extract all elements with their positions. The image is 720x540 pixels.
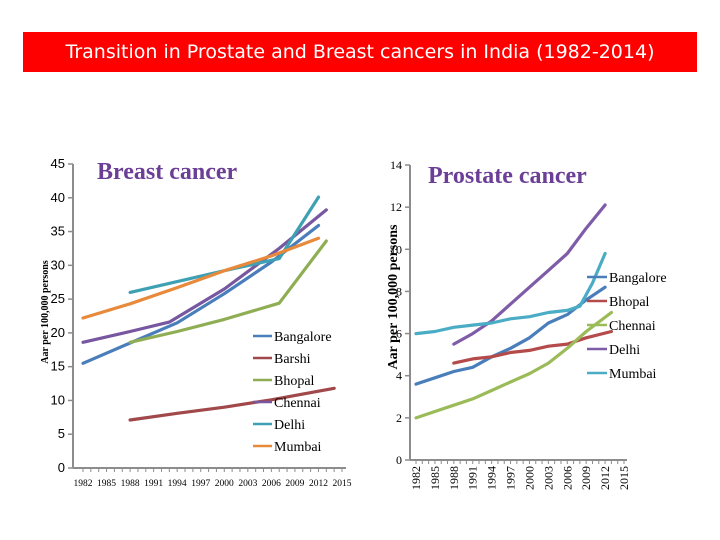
prostate-cancer-chart: 0 2 4 6 8 10 12 14 1982 1985 1988 1991 1994 1997 2000 2…: [386, 158, 667, 490]
legend-label-bangalore: Bangalore: [609, 271, 667, 286]
series-line-bhopal: [128, 239, 328, 344]
x-tick-label: 1991: [144, 479, 163, 489]
x-tick-label: 2000: [215, 479, 234, 489]
breast-cancer-chart: 0 5 10 15 20 25 30 35 40 45 1982 1985 1988 1991 1994 19…: [40, 156, 352, 489]
legend-label-bhopal: Bhopal: [609, 295, 650, 310]
y-tick-label: 0: [396, 453, 402, 467]
chart-title: Breast cancer: [97, 159, 238, 185]
y-tick-label: 45: [51, 156, 65, 171]
series-line-mumbai: [414, 251, 607, 336]
series-line-chennai: [81, 208, 328, 344]
y-tick-label: 10: [51, 392, 65, 407]
x-tick-label: 1985: [97, 479, 116, 489]
legend-label-bhopal: Bhopal: [274, 374, 315, 389]
y-tick-label: 20: [51, 325, 65, 340]
series-line-mumbai: [81, 236, 321, 320]
x-tick-label: 1985: [428, 466, 442, 490]
page-title: Transition in Prostate and Breast cancer…: [65, 41, 655, 63]
x-tick-label: 1994: [485, 466, 499, 490]
x-tick-label: 2015: [333, 479, 352, 489]
x-tick-label: 1991: [466, 466, 480, 490]
x-tick-label: 1982: [409, 466, 423, 490]
y-tick-label: 15: [51, 359, 65, 374]
x-tick-label: 2003: [541, 466, 555, 490]
x-tick-label: 2000: [522, 466, 536, 490]
y-tick-label: 4: [396, 369, 402, 383]
y-tick-label: 6: [396, 327, 402, 341]
series-line-chennai: [414, 310, 613, 420]
legend-label-bangalore: Bangalore: [274, 330, 332, 345]
legend-label-chennai: Chennai: [609, 319, 656, 334]
x-tick-label: 2012: [309, 479, 328, 489]
y-tick-label: 8: [396, 284, 402, 298]
legend-label-delhi: Delhi: [609, 343, 640, 358]
x-tick-label: 1988: [447, 466, 461, 490]
legend-label-mumbai: Mumbai: [609, 367, 657, 382]
x-tick-label: 2015: [617, 466, 631, 490]
x-tick-label: 1994: [168, 479, 187, 489]
page-title-banner: Transition in Prostate and Breast cancer…: [23, 32, 697, 72]
x-tick-label: 2003: [238, 479, 257, 489]
y-tick-label: 40: [51, 190, 65, 205]
x-tick-label: 1997: [504, 466, 518, 490]
y-tick-label: 10: [390, 242, 402, 256]
y-axis-label: Aar per 100,000 persons: [386, 224, 401, 369]
y-tick-label: 5: [58, 426, 65, 441]
legend-label-chennai: Chennai: [274, 396, 321, 411]
y-tick-label: 2: [396, 411, 402, 425]
x-tick-label: 1988: [121, 479, 140, 489]
x-tick-label: 2012: [598, 466, 612, 490]
y-axis-label: Aar per 100,000 persons: [40, 260, 51, 364]
legend-label-barshi: Barshi: [274, 352, 311, 367]
x-tick-label: 1982: [74, 479, 93, 489]
x-tick-label: 2009: [579, 466, 593, 490]
x-tick-label: 2009: [285, 479, 304, 489]
y-tick-label: 35: [51, 224, 65, 239]
y-tick-label: 25: [51, 291, 65, 306]
y-tick-label: 0: [58, 460, 65, 475]
legend-label-delhi: Delhi: [274, 418, 305, 433]
y-tick-label: 30: [51, 257, 65, 272]
x-tick-label: 2006: [262, 479, 281, 489]
series-line-delhi: [452, 203, 607, 346]
series-line-bangalore: [414, 285, 607, 386]
chart-title: Prostate cancer: [428, 163, 587, 189]
y-tick-label: 14: [390, 158, 402, 172]
x-tick-label: 2006: [560, 466, 574, 490]
x-tick-label: 1997: [191, 479, 210, 489]
series-line-barshi: [128, 386, 336, 422]
legend-label-mumbai: Mumbai: [274, 440, 322, 455]
series-line-delhi: [128, 195, 321, 294]
y-tick-label: 12: [390, 200, 402, 214]
series-line-bhopal: [452, 329, 613, 365]
